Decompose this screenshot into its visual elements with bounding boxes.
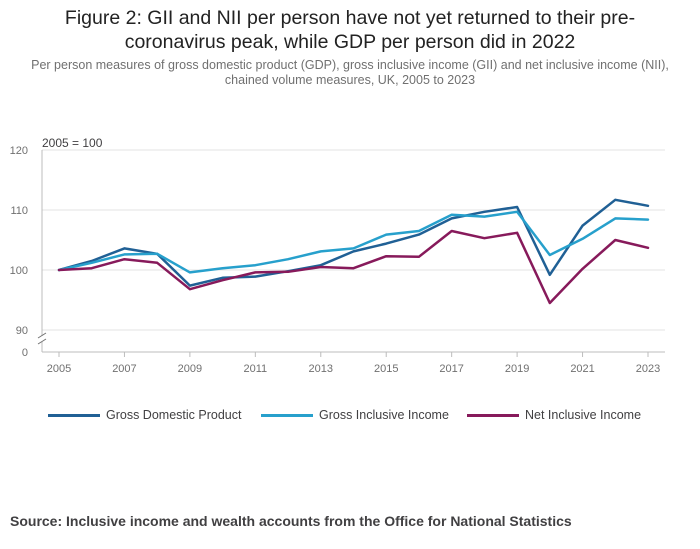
x-tick-label: 2011 bbox=[244, 363, 268, 375]
legend-swatch bbox=[467, 413, 519, 417]
y-tick-label: 120 bbox=[10, 145, 28, 157]
y-tick-label: 100 bbox=[10, 265, 28, 277]
axis-break-mark bbox=[37, 332, 47, 339]
legend-item: Gross Domestic Product bbox=[48, 408, 241, 422]
x-tick-label: 2015 bbox=[374, 363, 398, 375]
series-line-gross-inclusive-income bbox=[57, 210, 650, 274]
x-tick-label: 2021 bbox=[570, 363, 594, 375]
legend-label: Net Inclusive Income bbox=[525, 408, 642, 422]
axis-break-mark bbox=[37, 338, 47, 345]
y-tick-label: 0 bbox=[22, 347, 28, 359]
y-tick-label: 90 bbox=[16, 325, 28, 337]
x-tick-label: 2005 bbox=[47, 363, 71, 375]
series-line-gross-domestic-product bbox=[57, 198, 650, 287]
legend-item: Gross Inclusive Income bbox=[261, 408, 449, 422]
legend-swatch bbox=[261, 413, 313, 417]
chart-title: Figure 2: GII and NII per person have no… bbox=[64, 7, 636, 53]
axis-layer: 90 100 110 120 0 2005 2007 2009 2011 2013 2015 2017… bbox=[10, 145, 665, 375]
x-tick-label: 2019 bbox=[505, 363, 529, 375]
chart-subtitle: Per person measures of gross domestic pr… bbox=[31, 58, 669, 87]
x-tick-label: 2023 bbox=[636, 363, 660, 375]
baseline-annotation: 2005 = 100 bbox=[42, 136, 103, 150]
series-layer bbox=[57, 198, 650, 305]
legend-swatch bbox=[48, 413, 100, 417]
x-tick-label: 2017 bbox=[439, 363, 463, 375]
legend-label: Gross Domestic Product bbox=[106, 408, 242, 422]
legend-label: Gross Inclusive Income bbox=[319, 408, 449, 422]
x-tick-label: 2007 bbox=[112, 363, 136, 375]
legend-item: Net Inclusive Income bbox=[467, 408, 641, 422]
source-note: Source: Inclusive income and wealth acco… bbox=[10, 513, 572, 529]
x-tick-label: 2013 bbox=[309, 363, 333, 375]
y-tick-label: 110 bbox=[10, 205, 28, 217]
x-tick-label: 2009 bbox=[178, 363, 202, 375]
grid-layer bbox=[42, 149, 665, 331]
series-line-net-inclusive-income bbox=[57, 229, 650, 305]
line-chart: 90 100 110 120 0 2005 2007 2009 2011 2013 2015 2017… bbox=[10, 136, 665, 375]
